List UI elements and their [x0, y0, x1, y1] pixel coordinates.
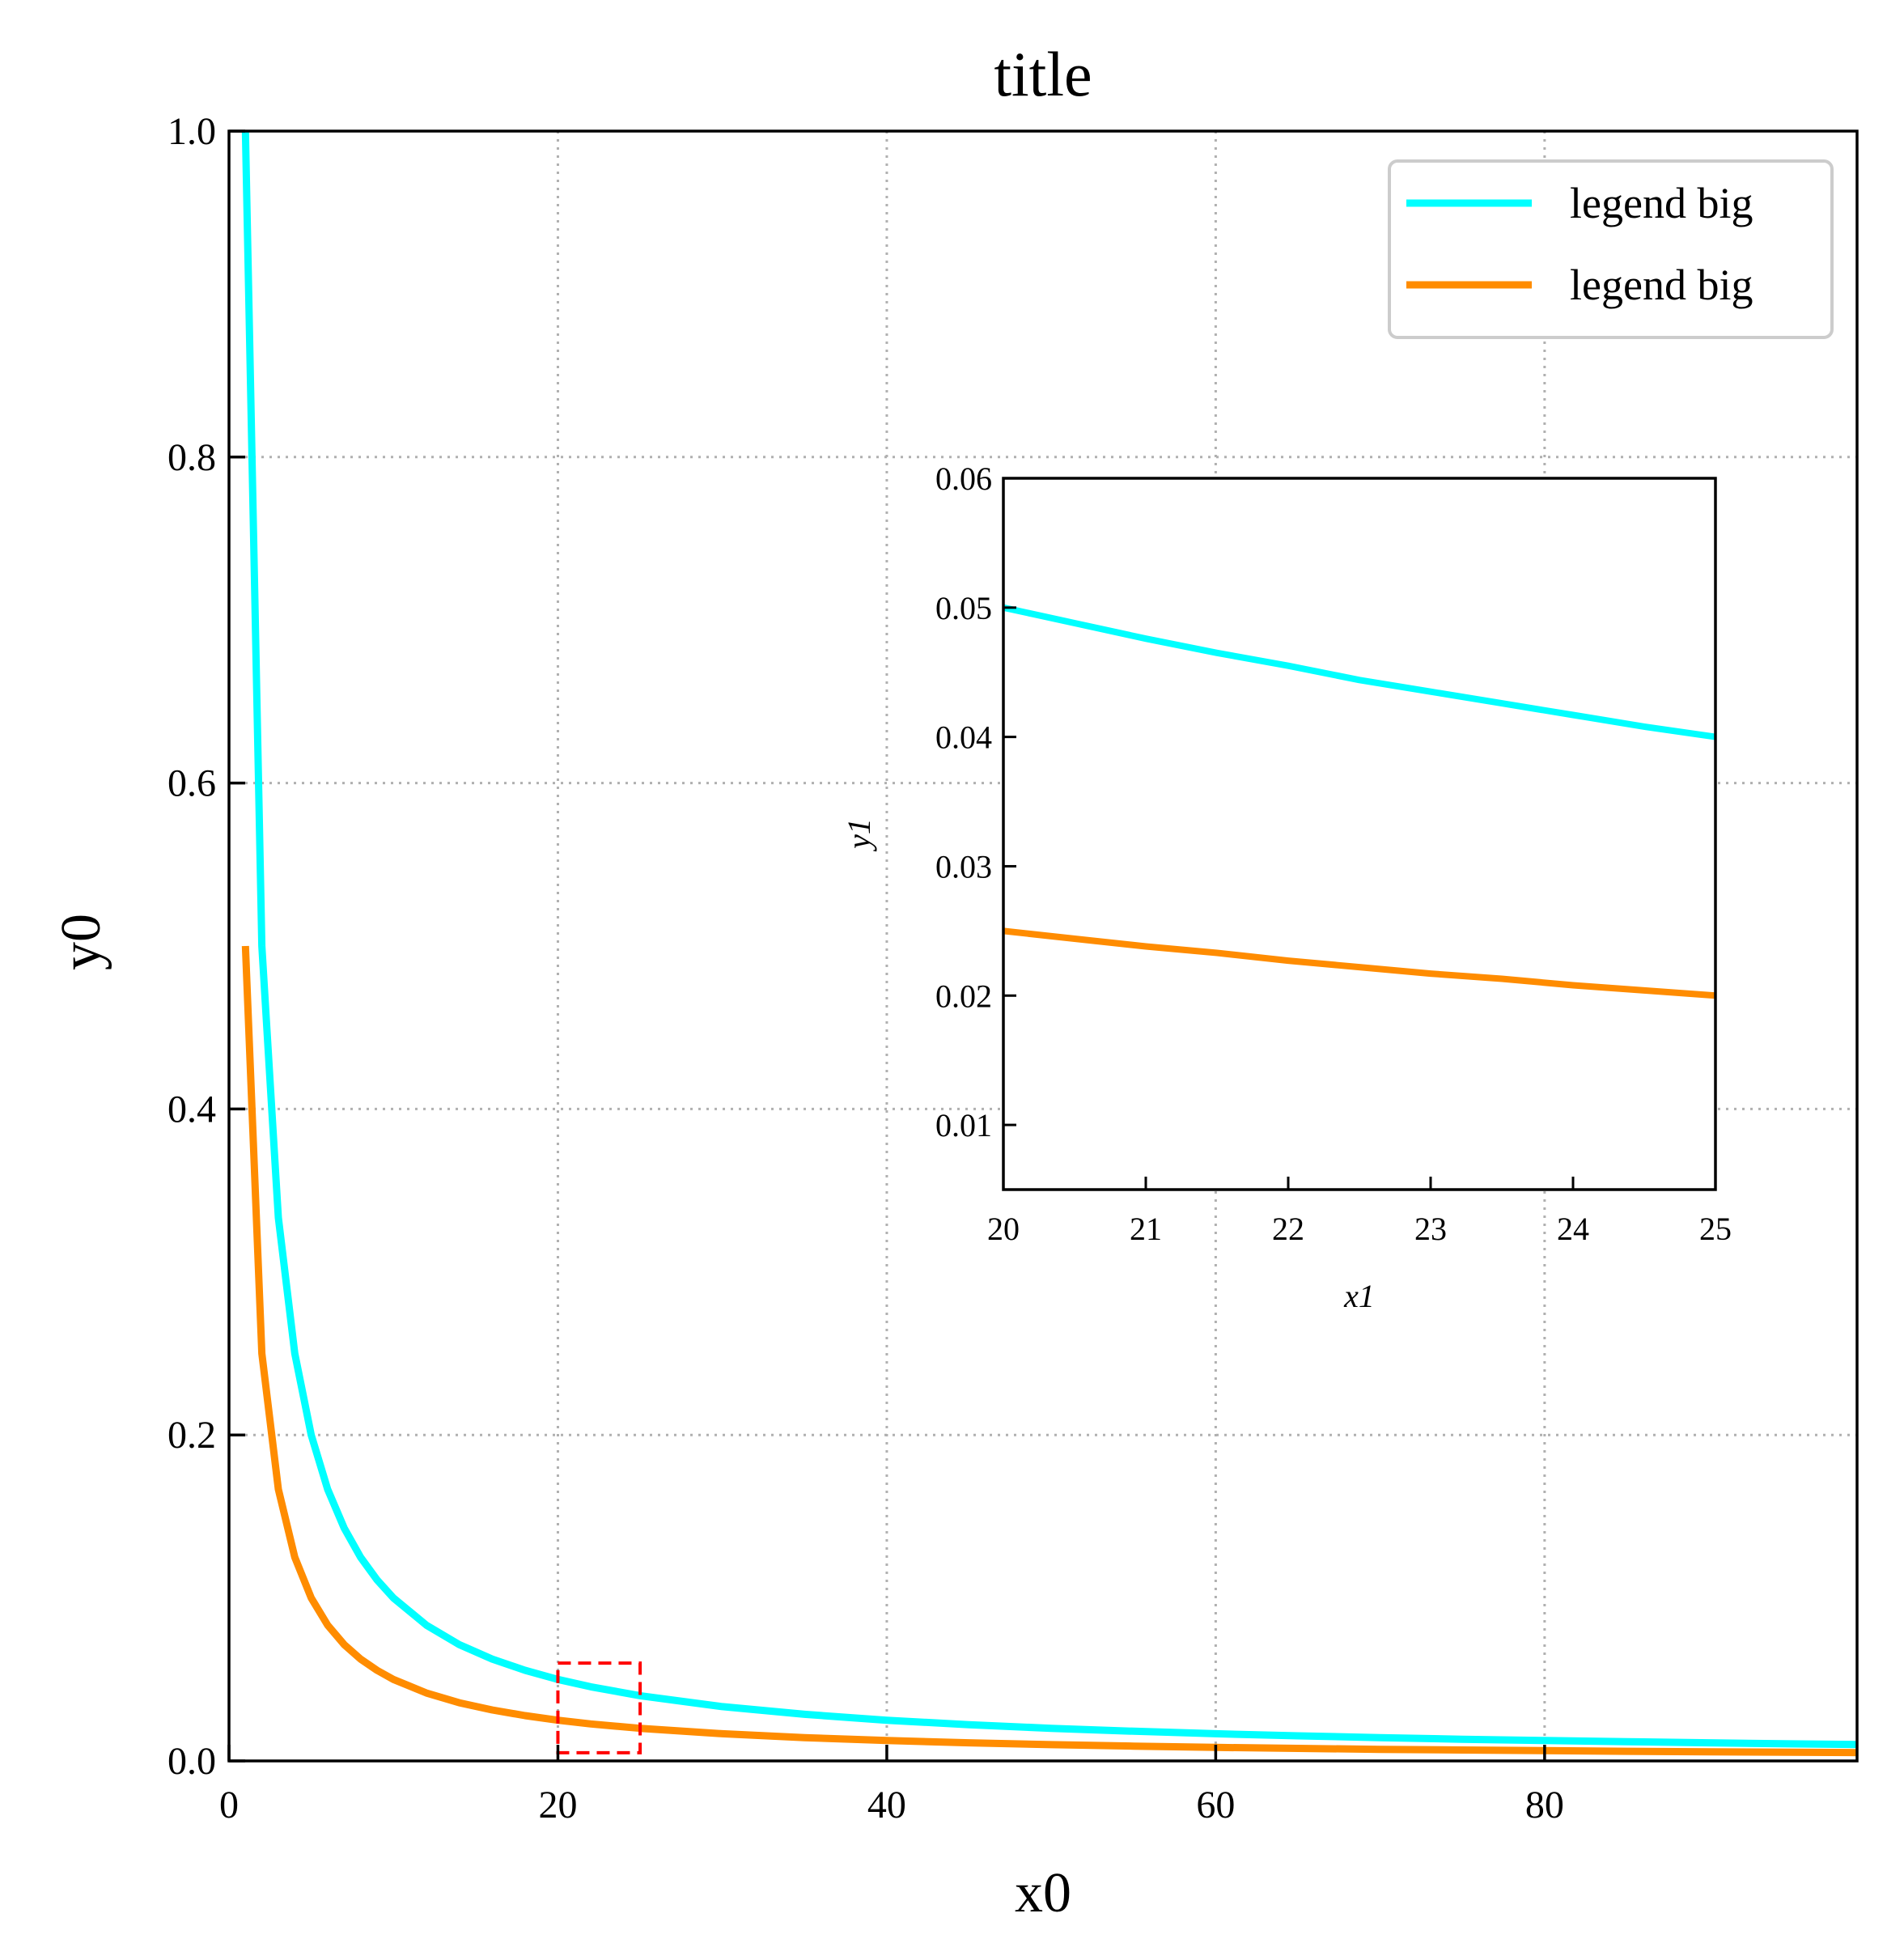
inset-y-tick-label: 0.04 — [935, 719, 992, 756]
main-x-tick-label: 0 — [219, 1784, 239, 1826]
main-y-tick-label: 0.0 — [167, 1740, 216, 1783]
inset-background — [1003, 478, 1715, 1190]
inset-ticks: 20 21 22 23 24 25 0.01 0.02 0.03 0.04 0.05 0.06 — [935, 460, 1732, 1247]
inset-x-tick-label: 22 — [1272, 1211, 1304, 1247]
inset-frame — [1002, 477, 1717, 1191]
main-y-tick-label: 0.6 — [167, 762, 216, 805]
inset-series-group — [1003, 604, 1716, 999]
inset-plot: 20 21 22 23 24 250.010.020.030.040.050.06 x1 … — [841, 460, 1732, 1314]
main-plot-frame — [227, 129, 1859, 1763]
inset-y-tick-label: 0.02 — [935, 978, 992, 1014]
inset-x-tick-label: 21 — [1130, 1211, 1162, 1247]
inset-x-tick-label: 25 — [1699, 1211, 1732, 1247]
main-x-tick-label: 80 — [1525, 1784, 1564, 1826]
main-x-tick-label: 20 — [538, 1784, 577, 1826]
y-axis-label: y0 — [50, 914, 112, 970]
inset-y-axis-label: y1 — [841, 818, 877, 852]
zoom-region-box — [556, 1661, 642, 1754]
main-series-line-0 — [241, 130, 1858, 1749]
legend: legend big legend big — [1388, 159, 1834, 339]
inset-x-tick-label: 23 — [1414, 1211, 1447, 1247]
main-y-tick-label: 0.8 — [167, 436, 216, 479]
inset-x-tick-label: 20 — [987, 1211, 1020, 1247]
main-y-tick-label: 1.0 — [167, 110, 216, 153]
main-ticks: 0 20 40 60 80 0.0 0.2 0.4 0.6 0.8 1.0 — [167, 110, 1564, 1826]
inset-y-tick-label: 0.01 — [935, 1107, 992, 1143]
main-x-tick-label: 40 — [867, 1784, 906, 1826]
inset-y-tick-label: 0.06 — [935, 460, 992, 497]
legend-label-orange: legend big — [1570, 261, 1753, 309]
chart-title: title — [994, 39, 1092, 109]
x-axis-label: x0 — [1015, 1862, 1071, 1924]
main-x-tick-label: 60 — [1196, 1784, 1235, 1826]
main-series-group — [241, 130, 1858, 1757]
main-y-tick-label: 0.2 — [167, 1414, 216, 1457]
main-series-line-1 — [241, 945, 1858, 1757]
inset-x-tick-label: 24 — [1557, 1211, 1589, 1247]
inset-series-line-0 — [1003, 604, 1716, 740]
inset-series-line-1 — [1003, 927, 1716, 999]
main-y-tick-label: 0.4 — [167, 1088, 216, 1131]
legend-label-cyan: legend big — [1570, 179, 1753, 227]
zoom-region-group — [556, 1661, 642, 1754]
inset-x-axis-label: x1 — [1343, 1278, 1375, 1314]
inset-y-tick-label: 0.05 — [935, 590, 992, 626]
inset-y-tick-label: 0.03 — [935, 848, 992, 885]
